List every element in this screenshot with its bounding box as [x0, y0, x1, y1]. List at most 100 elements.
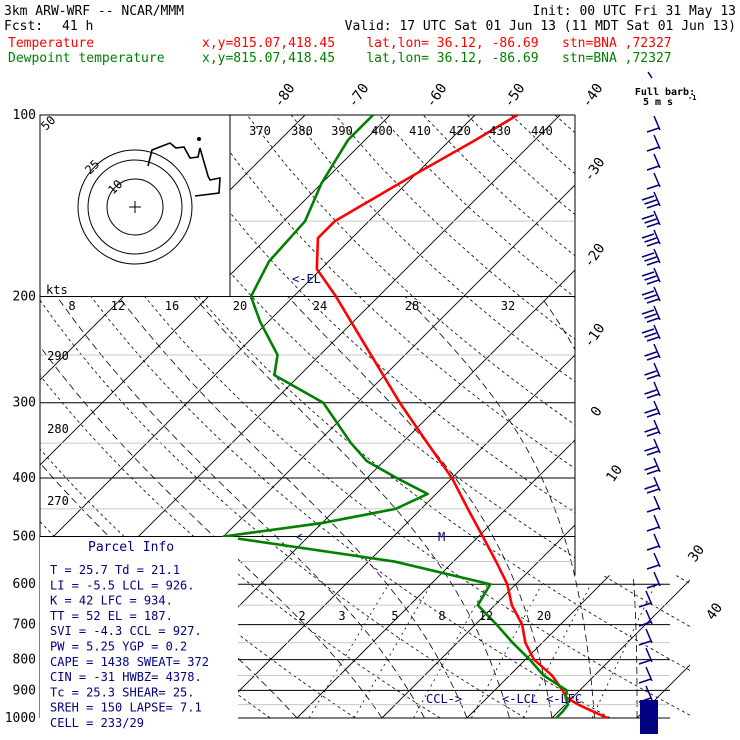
- wind-barb-staff: [645, 590, 653, 606]
- wind-barb-flag: [638, 602, 652, 608]
- wind-barb: [638, 647, 653, 665]
- isotherm-label: 0: [588, 404, 606, 420]
- wind-barb-flag: [646, 298, 660, 304]
- wind-barb-flag: [641, 309, 655, 315]
- wind-barb-flag: [641, 290, 655, 296]
- dry-adiabat: [686, 115, 690, 718]
- wind-barb-flag: [641, 328, 655, 334]
- wind-barbs: [638, 115, 661, 734]
- dry-adiabat: [422, 115, 690, 718]
- temperature-location: x,y=815.07,418.45 lat,lon= 36.12, -86.69…: [202, 36, 672, 51]
- theta-label: 370: [249, 124, 271, 138]
- wind-barb: [644, 457, 661, 475]
- wind-barb-flag: [646, 241, 660, 247]
- wind-barb-staff: [653, 362, 661, 378]
- lfc-marker: <-LFC: [546, 692, 582, 706]
- hodo-speed-label: 20: [233, 299, 247, 313]
- wind-barb-flag: [646, 412, 660, 418]
- pressure-label: 100: [13, 108, 36, 123]
- mixing-ratio-label: 20: [537, 609, 551, 623]
- theta-label: 420: [449, 124, 471, 138]
- isotherm-label: -40: [579, 81, 607, 111]
- wind-barb-flag: [646, 317, 660, 323]
- dry-adiabat: [598, 115, 690, 718]
- wind-barb-flag: [641, 195, 655, 201]
- wind-barb-flag: [646, 336, 660, 342]
- isotherm-line: [722, 115, 740, 718]
- wind-barb: [646, 134, 661, 152]
- dry-adiabat: [466, 115, 690, 718]
- parcel-info-row: Tc = 25.3 SHEAR= 25.: [50, 685, 195, 699]
- wind-barb: [646, 571, 661, 589]
- isotherm-label: -60: [423, 81, 451, 111]
- wind-barb: [641, 248, 661, 266]
- wind-barb-flag: [646, 507, 660, 513]
- wind-barb: [641, 305, 661, 323]
- wind-barb: [646, 514, 661, 532]
- wind-barb: [646, 495, 661, 513]
- wind-barb: [638, 609, 653, 627]
- wind-barb: [646, 115, 661, 133]
- wind-barb-staff: [653, 229, 661, 245]
- isotherm-label: 30: [685, 542, 708, 565]
- isotherm-line: [466, 115, 690, 718]
- wind-barb-flag: [646, 583, 660, 589]
- parcel-info-row: SREH = 150 LAPSE= 7.1: [50, 701, 202, 715]
- model-title: 3km ARW-WRF -- NCAR/MMM: [4, 4, 185, 19]
- parcel-info-row: PW = 5.25 YGP = 0.2: [50, 640, 187, 654]
- wind-barb-staff: [653, 324, 661, 340]
- wind-barb: [641, 324, 661, 342]
- wind-barb-flag: [646, 165, 660, 171]
- wind-barb: [638, 590, 653, 608]
- mixing-ratio-label: 12: [479, 609, 493, 623]
- pressure-label: 400: [13, 471, 36, 486]
- pressure-label: 800: [13, 653, 36, 668]
- pressure-label: 600: [13, 577, 36, 592]
- theta-side-label: 270: [47, 494, 69, 508]
- wind-barb-staff: [645, 685, 653, 701]
- wind-barb: [646, 172, 661, 190]
- wind-barb-flag: [646, 450, 660, 456]
- wind-barb-flag: [644, 313, 657, 319]
- mixing-ratio-label: 2: [298, 609, 305, 623]
- wind-barb-flag: [641, 252, 655, 258]
- dry-adiabat: [510, 115, 690, 718]
- isotherm-line: [551, 115, 690, 718]
- wind-barb-staff: [653, 191, 661, 207]
- pressure-label: 900: [13, 683, 36, 698]
- hodo-speed-label: 8: [68, 299, 75, 313]
- hodo-speed-label: 12: [111, 299, 125, 313]
- full-barb-label: Full barb:: [635, 87, 695, 98]
- wind-barb: [644, 419, 661, 437]
- wind-barb-staff: [653, 438, 661, 454]
- wind-barb-flag: [646, 146, 660, 152]
- dewpoint-location: x,y=815.07,418.45 lat,lon= 36.12, -86.69…: [202, 51, 672, 66]
- parcel-info-row: CAPE = 1438 SWEAT= 372: [50, 655, 209, 669]
- el-marker: <-EL: [292, 272, 321, 286]
- parcel-info-row: LI = -5.5 LCL = 926.: [50, 578, 195, 592]
- parcel-info-title: Parcel Info: [88, 540, 174, 555]
- wind-barb-flag: [644, 294, 657, 300]
- wind-barb-staff: [653, 533, 661, 549]
- wind-barb-staff: [653, 305, 661, 321]
- wind-barb: [641, 210, 661, 228]
- moist-adiabat: [193, 296, 510, 718]
- wind-barb-flag: [644, 484, 657, 490]
- near-surface-barbs: [640, 700, 658, 734]
- wind-barb: [638, 628, 653, 646]
- hodo-speed-label: 24: [313, 299, 327, 313]
- wind-barb-flag: [646, 393, 660, 399]
- dry-adiabat: [378, 115, 690, 718]
- isotherm-label: -50: [501, 81, 529, 111]
- wind-barb: [644, 438, 661, 456]
- parcel-info-row: CELL = 233/29: [50, 716, 144, 730]
- wind-barb-staff: [653, 571, 661, 587]
- hodograph-ring: [87, 159, 183, 255]
- pressure-label: 300: [13, 396, 36, 411]
- wind-barb: [644, 476, 661, 494]
- wind-barb-flag: [638, 621, 652, 627]
- parcel-info-row: T = 25.7 Td = 21.1: [50, 563, 180, 577]
- mixing-ratio-line: [353, 584, 432, 718]
- isotherm-label: -10: [581, 321, 609, 351]
